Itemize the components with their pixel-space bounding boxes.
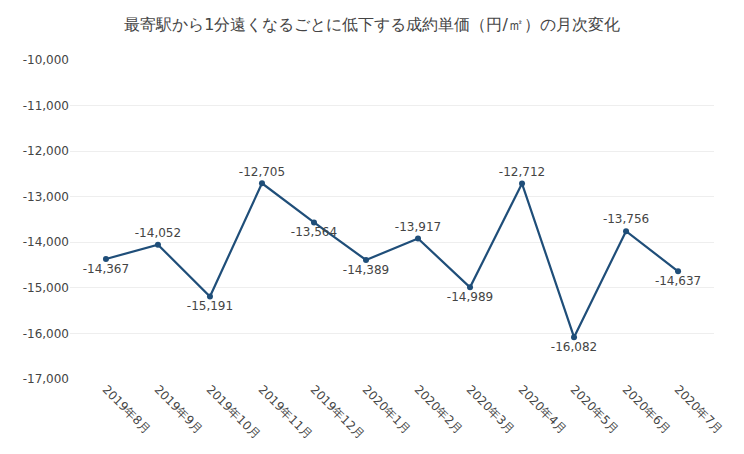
svg-text:2019年8月: 2019年8月 — [100, 382, 154, 436]
svg-text:-14,389: -14,389 — [343, 263, 389, 277]
svg-text:2020年6月: 2020年6月 — [620, 382, 674, 436]
svg-text:-17,000: -17,000 — [23, 372, 69, 386]
svg-text:-12,705: -12,705 — [239, 165, 285, 179]
svg-text:最寄駅から1分遠くなるごとに低下する成約単価（円/㎡）の月次: 最寄駅から1分遠くなるごとに低下する成約単価（円/㎡）の月次変化 — [124, 15, 620, 34]
svg-text:-14,989: -14,989 — [447, 290, 493, 304]
svg-text:2020年2月: 2020年2月 — [412, 382, 466, 436]
svg-text:2020年3月: 2020年3月 — [464, 382, 518, 436]
svg-text:2019年9月: 2019年9月 — [152, 382, 206, 436]
svg-text:-13,756: -13,756 — [603, 212, 649, 226]
svg-text:-14,000: -14,000 — [23, 235, 69, 249]
svg-text:2019年10月: 2019年10月 — [204, 382, 263, 441]
svg-text:2020年1月: 2020年1月 — [360, 382, 414, 436]
svg-text:-12,712: -12,712 — [499, 165, 545, 179]
svg-text:-15,191: -15,191 — [187, 299, 233, 313]
svg-text:-10,000: -10,000 — [23, 53, 69, 67]
svg-text:-12,000: -12,000 — [23, 144, 69, 158]
svg-text:-14,637: -14,637 — [655, 274, 701, 288]
svg-text:-14,052: -14,052 — [135, 226, 181, 240]
svg-text:2020年7月: 2020年7月 — [672, 382, 726, 436]
svg-text:2019年12月: 2019年12月 — [308, 382, 367, 441]
svg-text:-15,000: -15,000 — [23, 281, 69, 295]
svg-text:-13,917: -13,917 — [395, 220, 441, 234]
svg-text:-13,000: -13,000 — [23, 190, 69, 204]
svg-text:-16,000: -16,000 — [23, 327, 69, 341]
svg-text:2020年5月: 2020年5月 — [568, 382, 622, 436]
svg-text:-11,000: -11,000 — [23, 99, 69, 113]
svg-text:2019年11月: 2019年11月 — [256, 382, 315, 441]
svg-text:-16,082: -16,082 — [551, 340, 597, 354]
svg-text:-13,564: -13,564 — [291, 225, 337, 239]
svg-text:2020年4月: 2020年4月 — [516, 382, 570, 436]
svg-text:-14,367: -14,367 — [83, 262, 129, 276]
